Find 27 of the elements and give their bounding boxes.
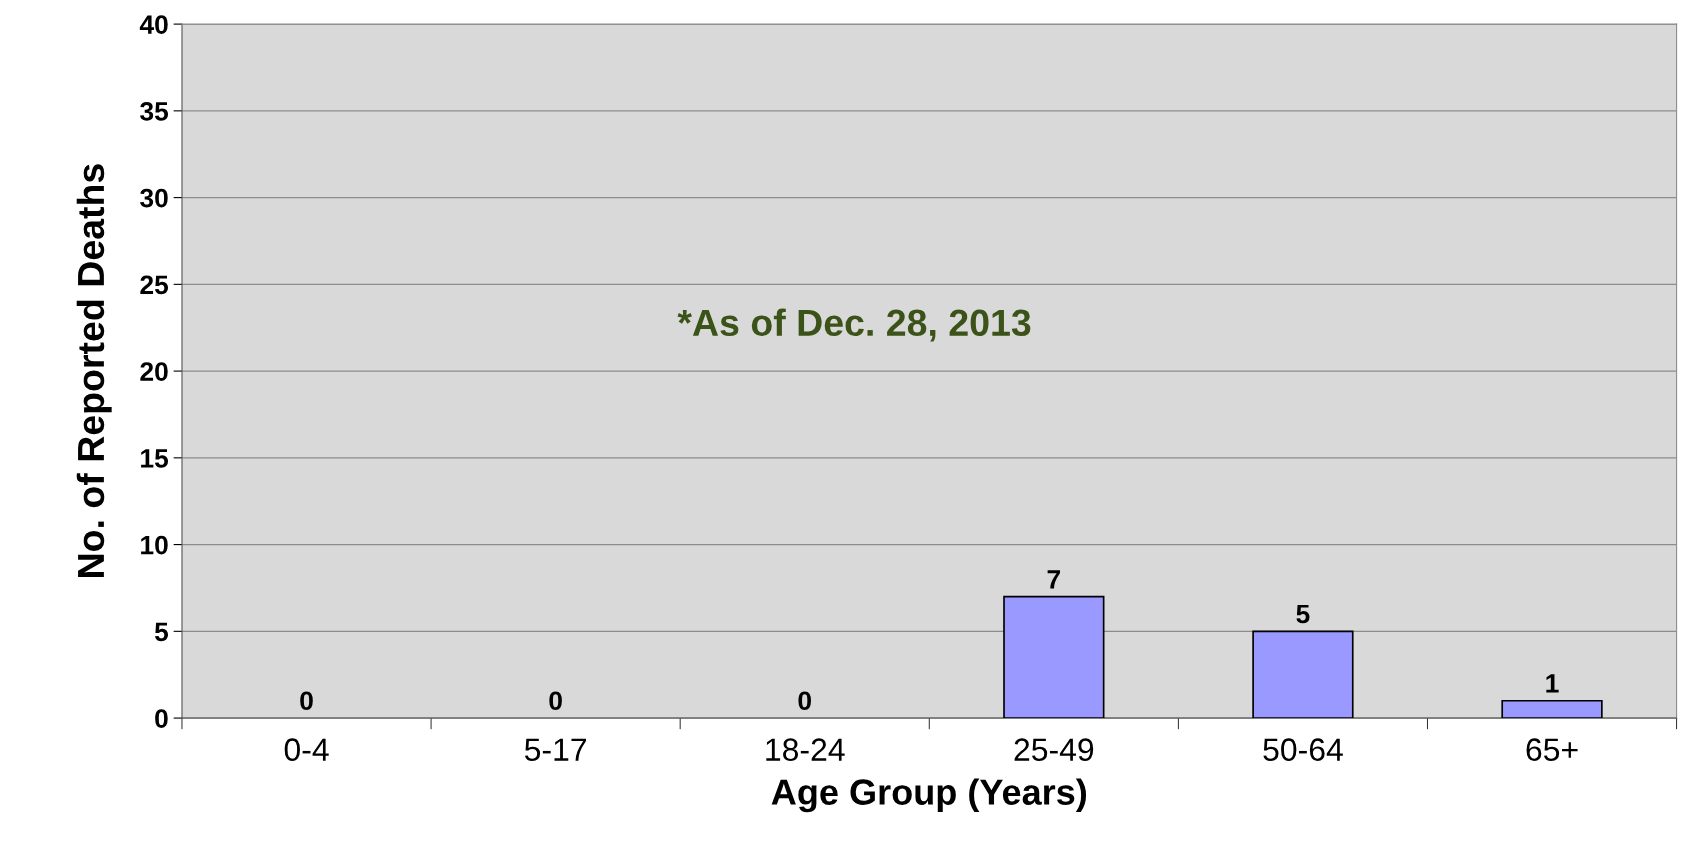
data-label: 5 [1296, 604, 1310, 624]
annotation: *As of Dec. 28, 2013 [677, 308, 1031, 342]
data-label: 0 [300, 691, 313, 711]
y-tick-label: 0 [155, 709, 168, 728]
bar [1003, 595, 1105, 719]
x-tick-label: 25-49 [1014, 738, 1094, 761]
x-tick-label: 18-24 [766, 738, 845, 761]
y-tick-label: 20 [140, 362, 168, 381]
x-tick-label: 50-64 [1263, 738, 1343, 761]
y-tick-label: 30 [140, 188, 168, 208]
data-label: 1 [1546, 674, 1559, 693]
y-tick-label: 40 [139, 15, 168, 34]
y-tick-label: 35 [140, 101, 169, 121]
bar [1252, 630, 1354, 719]
y-tick-label: 15 [141, 449, 169, 468]
y-axis-title: No. of Reported Deaths [76, 164, 112, 577]
y-tick-label: 25 [140, 275, 169, 295]
x-axis-title: Age Group (Years) [771, 778, 1087, 813]
bar [1501, 699, 1603, 719]
x-tick-label: 65+ [1526, 738, 1578, 761]
y-tick-label: 5 [154, 622, 169, 642]
y-tick-label: 10 [141, 535, 168, 555]
x-tick-label: 5-17 [524, 738, 586, 761]
data-label: 0 [798, 691, 811, 711]
x-tick-label: 0-4 [284, 738, 329, 761]
data-label: 7 [1047, 570, 1061, 589]
data-label: 0 [549, 691, 562, 711]
